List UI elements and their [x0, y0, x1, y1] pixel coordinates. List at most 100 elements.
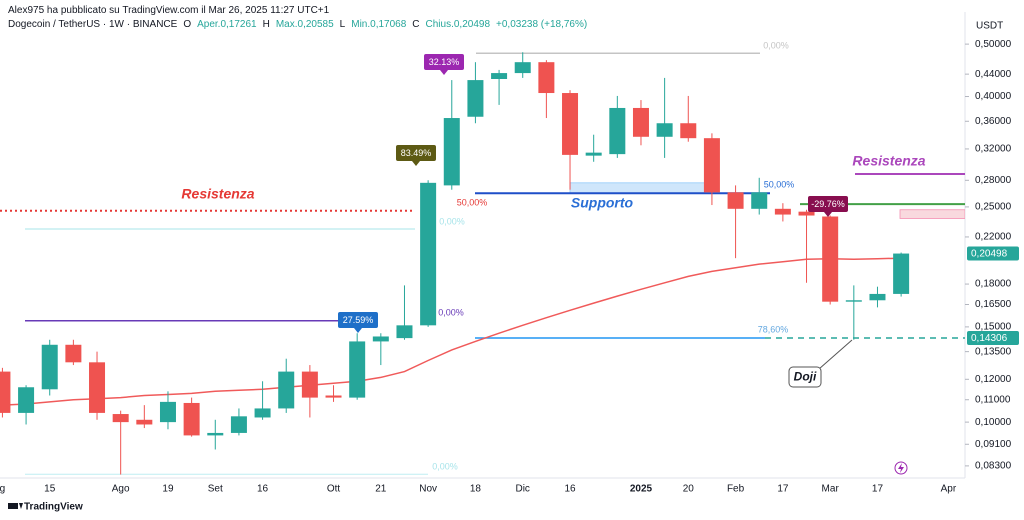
- badge: [338, 312, 378, 328]
- y-tick-label: 0,13500: [975, 346, 1012, 357]
- x-tick-label: 19: [162, 484, 174, 495]
- y-tick-label: 0,08300: [975, 461, 1012, 472]
- candle-body: [41, 344, 58, 390]
- candle-body: [845, 300, 862, 302]
- candle-body: [349, 341, 366, 398]
- price-tag: [967, 331, 1019, 346]
- x-tick-label: 2025: [630, 484, 653, 495]
- candle-body: [420, 182, 437, 326]
- candle-body: [656, 123, 673, 137]
- callout-label: Doji: [794, 370, 817, 384]
- y-tick-label: 0,25000: [975, 202, 1012, 213]
- badge: [808, 196, 848, 212]
- callout-box: [788, 366, 822, 388]
- candle-body: [230, 416, 247, 433]
- candle-body: [751, 192, 768, 209]
- zone: [569, 182, 706, 194]
- candle-body: [609, 107, 626, 155]
- y-tick-label: 0,40000: [975, 91, 1012, 102]
- y-tick-label: 0,22000: [975, 232, 1012, 243]
- ohlc-field: O: [183, 19, 192, 30]
- fib-label: 0,00%: [763, 40, 789, 50]
- candle-body: [65, 344, 82, 363]
- fib-label: 0,00%: [439, 216, 465, 226]
- callout-pointer: [818, 339, 853, 370]
- x-tick-label: Nov: [419, 484, 437, 495]
- candle-body: [372, 336, 389, 342]
- y-tick-label: 0,28000: [975, 175, 1012, 186]
- candle-body: [207, 432, 224, 436]
- fib-label: 50,00%: [457, 197, 488, 207]
- candle-body: [514, 62, 531, 74]
- y-tick-label: 0,50000: [975, 39, 1012, 50]
- y-tick-label: 0,44000: [975, 69, 1012, 80]
- candle-body: [869, 293, 886, 301]
- ohlc-field: Max.0,20585: [275, 19, 334, 30]
- candle-body: [159, 401, 176, 423]
- candle-body: [0, 371, 11, 413]
- candle-body: [301, 371, 318, 398]
- ohlc-line: Dogecoin / TetherUS · 1W · BINANCE O Aper.…: [8, 18, 587, 32]
- candle-body: [278, 371, 295, 409]
- moving-average: [2, 257, 902, 406]
- badge-pointer: [440, 70, 448, 75]
- ohlc-field: Aper.0,17261: [197, 19, 257, 30]
- badge-label: -29.76%: [811, 199, 845, 209]
- annotation-title: Resistenza: [181, 186, 254, 202]
- candle-body: [254, 408, 271, 418]
- badge-pointer: [354, 328, 362, 333]
- y-tick-label: 0,10000: [975, 417, 1012, 428]
- candle-body: [632, 107, 649, 137]
- x-tick-label: Feb: [727, 484, 745, 495]
- candle-body: [443, 118, 460, 186]
- ohlc-field: L: [339, 19, 346, 30]
- x-tick-label: 15: [44, 484, 56, 495]
- ohlc-field: C: [412, 19, 420, 30]
- x-tick-label: 20: [683, 484, 695, 495]
- x-tick-label: g: [0, 484, 5, 495]
- lightning-icon: [894, 461, 908, 475]
- plot: [0, 52, 965, 475]
- badge-pointer: [412, 161, 420, 166]
- y-tick-label: 0,16500: [975, 299, 1012, 310]
- candle-body: [325, 395, 342, 398]
- fib-label: 0,00%: [438, 307, 464, 317]
- footer: TradingView: [24, 502, 83, 513]
- candle-body: [680, 123, 697, 139]
- candle-body: [822, 216, 839, 302]
- fib-label: 0,00%: [432, 461, 458, 471]
- badge: [396, 145, 436, 161]
- x-tick-label: Ott: [327, 484, 341, 495]
- candle-body: [893, 253, 910, 294]
- x-tick-label: 17: [872, 484, 884, 495]
- header: Alex975 ha pubblicato su TradingView.com…: [8, 4, 587, 32]
- x-tick-label: Set: [208, 484, 223, 495]
- y-tick-label: 0,09100: [975, 439, 1012, 450]
- x-tick-label: 16: [564, 484, 576, 495]
- y-tick-label: 0,15000: [975, 322, 1012, 333]
- price-tag-label: 0,20498: [971, 249, 1008, 260]
- candle-body: [538, 62, 555, 94]
- price-tag-label: 0,14306: [971, 333, 1008, 344]
- y-unit: USDT: [976, 21, 1003, 32]
- x-tick-label: 16: [257, 484, 269, 495]
- badge-label: 83.49%: [401, 148, 432, 158]
- symbol: Dogecoin / TetherUS · 1W · BINANCE: [8, 19, 178, 30]
- y-tick-label: 0,12000: [975, 374, 1012, 385]
- ohlc-field: +0,03238 (+18,76%): [496, 19, 588, 30]
- candle-body: [18, 387, 35, 413]
- badge-label: 27.59%: [343, 315, 374, 325]
- candle-body: [727, 192, 744, 209]
- x-tick-label: 18: [470, 484, 482, 495]
- y-tick-label: 0,36000: [975, 116, 1012, 127]
- x-tick-label: Mar: [822, 484, 840, 495]
- x-tick-label: Apr: [941, 484, 957, 495]
- badge: [424, 54, 464, 70]
- candle-body: [562, 93, 579, 155]
- zone: [899, 209, 965, 219]
- y-tick-label: 0,32000: [975, 144, 1012, 155]
- annotation-title: Supporto: [571, 195, 634, 211]
- fib-label: 78,60%: [758, 324, 789, 334]
- y-tick-label: 0,18000: [975, 279, 1012, 290]
